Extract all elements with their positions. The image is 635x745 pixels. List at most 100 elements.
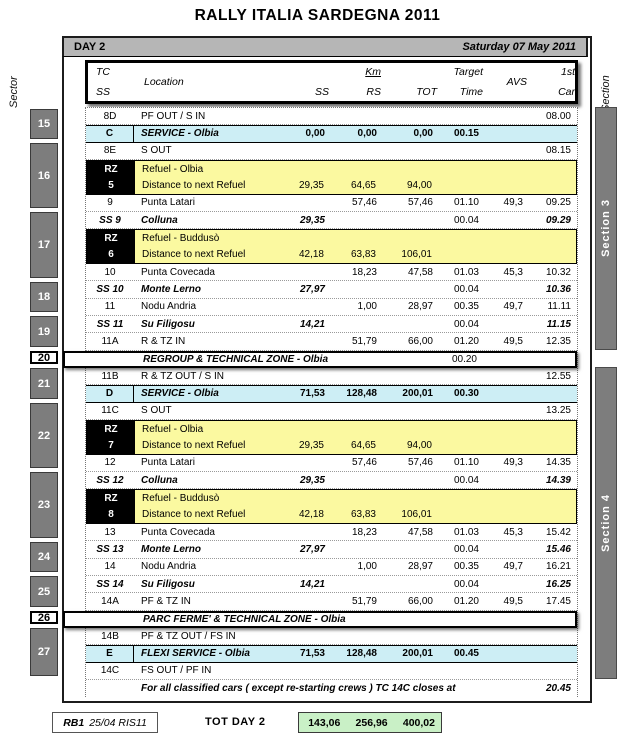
- date-label: Saturday 07 May 2011: [462, 41, 576, 53]
- cell-tot-km: 66,00: [407, 335, 433, 347]
- cell-rs-km: 51,79: [351, 335, 377, 347]
- cell-tot-km: 200,01: [402, 648, 433, 660]
- control-row: 11C S OUT 13.25: [86, 402, 577, 420]
- cell-first-car: 10.32: [545, 266, 571, 278]
- sector-box-26: 26: [30, 611, 58, 625]
- cell-location: FS OUT / PF IN: [141, 665, 212, 677]
- refuel-rz-label: RZ: [87, 490, 135, 507]
- cell-first-car: 10.36: [545, 283, 571, 295]
- header-tot: TOT: [381, 63, 437, 101]
- service-row: E FLEXI SERVICE - Olbia 71,53 128,48 200,01 0…: [86, 645, 577, 663]
- cell-tc: C: [86, 126, 134, 142]
- cell-target-time: 01.20: [453, 595, 479, 607]
- refuel-distance-label: Distance to next Refuel: [142, 439, 246, 451]
- cell-ss-km: 42,18: [298, 509, 324, 521]
- sector-box-19: 19: [30, 316, 58, 348]
- refuel-zone-number: 6: [87, 246, 135, 263]
- refuel-distance-label: Distance to next Refuel: [142, 249, 246, 261]
- cell-tc: 14: [104, 561, 116, 573]
- cell-rs-km: 51,79: [351, 595, 377, 607]
- cell-first-car: 14.35: [545, 457, 571, 469]
- cell-rs-km: 63,83: [350, 249, 376, 261]
- control-row: 14 Nodu Andria 1,00 28,97 00.35 49,7 16.21: [86, 558, 577, 576]
- refuel-row: RZ Refuel - Buddusò: [86, 489, 577, 507]
- control-row: 12 Punta Latari 57,46 57,46 01.10 49,3 14.35: [86, 454, 577, 472]
- cell-first-car: 09.29: [545, 214, 571, 226]
- cell-tc: 11: [104, 301, 116, 313]
- control-row: 14A PF & TZ IN 51,79 66,00 01.20 49,5 17.45: [86, 593, 577, 611]
- refuel-rz-label: RZ: [87, 230, 135, 247]
- header-km-label: Km: [365, 66, 381, 78]
- header-location-label: Location: [144, 76, 184, 88]
- itinerary-rows: 8D PF OUT / S IN 08.00 C SERVICE - Olbia 0,00…: [63, 107, 578, 698]
- cell-rs-km: 57,46: [351, 457, 377, 469]
- refuel-row: 5 Distance to next Refuel 29,35 64,65 94,00: [86, 177, 577, 195]
- cell-location: S OUT: [141, 145, 172, 157]
- cell-first-car: 08.15: [545, 145, 571, 157]
- header-tc-ss: TC SS: [88, 63, 144, 101]
- cell-tot-km: 57,46: [407, 197, 433, 209]
- cell-avs: 45,3: [503, 526, 523, 538]
- cell-tot-km: 66,00: [407, 595, 433, 607]
- cell-avs: 49,7: [503, 561, 523, 573]
- refuel-zone-number: 5: [87, 177, 135, 194]
- cell-tot-km: 94,00: [406, 439, 432, 451]
- cell-tc: 11A: [101, 335, 119, 347]
- cell-tc: 8E: [103, 145, 117, 157]
- control-row: 11A R & TZ IN 51,79 66,00 01.20 49,5 12.35: [86, 333, 577, 351]
- cell-rs-km: 18,23: [351, 526, 377, 538]
- cell-first-car: 09.25: [545, 197, 571, 209]
- cell-target-time: 00.04: [453, 318, 479, 330]
- cell-rs-km: 57,46: [351, 197, 377, 209]
- cell-tot-km: 0,00: [413, 128, 433, 140]
- cell-tc: 12: [104, 457, 116, 469]
- cell-ss-km: 29,35: [298, 179, 324, 191]
- cell-target-time: 00.45: [453, 648, 479, 660]
- cell-location: Su Filigosu: [141, 318, 195, 330]
- cell-tc: 14A: [101, 595, 119, 607]
- cell-tc: 11C: [101, 405, 119, 417]
- header-target-time: Target Time: [437, 63, 483, 101]
- cell-tot-km: 106,01: [401, 509, 432, 521]
- cell-tc: SS 10: [96, 283, 124, 295]
- cell-tot-km: 28,97: [407, 301, 433, 313]
- tot-day-label: TOT DAY 2: [205, 716, 266, 728]
- page-title: RALLY ITALIA SARDEGNA 2011: [194, 7, 441, 24]
- cell-ss-km: 29,35: [299, 214, 325, 226]
- service-row: D SERVICE - Olbia 71,53 128,48 200,01 00.30: [86, 385, 577, 403]
- doc-ref-text: 25/04 RIS11: [89, 716, 147, 729]
- zone-row: PARC FERME' & TECHNICAL ZONE - Olbia: [63, 610, 577, 628]
- cell-ss-km: 71,53: [299, 388, 325, 400]
- header-rs-label: RS: [366, 86, 381, 98]
- control-row: 8E S OUT 08.15: [86, 142, 577, 160]
- cell-location: Nodu Andria: [141, 561, 197, 573]
- refuel-distance-label: Distance to next Refuel: [142, 179, 246, 191]
- stage-row: SS 14 Su Filigosu 14,21 00.04 16.25: [86, 575, 577, 594]
- cell-location: SERVICE - Olbia: [141, 388, 219, 400]
- sector-box-17: 17: [30, 212, 58, 278]
- cell-avs: 49,7: [503, 301, 523, 313]
- tot-rs-km: 256,96: [355, 716, 388, 729]
- sector-box-25: 25: [30, 576, 58, 608]
- cell-tc: 9: [107, 197, 113, 209]
- service-row: C SERVICE - Olbia 0,00 0,00 0,00 00.15: [86, 125, 577, 143]
- cell-target-time: 01.20: [453, 335, 479, 347]
- cell-target-time: 00.04: [453, 214, 479, 226]
- cell-location: R & TZ OUT / S IN: [141, 370, 224, 382]
- cell-target-time: 00.35: [453, 561, 479, 573]
- sector-box-15: 15: [30, 108, 58, 140]
- cell-rs-km: 128,48: [346, 648, 377, 660]
- cell-first-car: 12.55: [545, 370, 571, 382]
- cell-avs: 49,3: [503, 197, 523, 209]
- zone-row: REGROUP & TECHNICAL ZONE - Olbia 00.20: [63, 350, 577, 368]
- cell-rs-km: 0,00: [357, 128, 377, 140]
- cell-tc: 14C: [100, 665, 120, 677]
- cell-ss-km: 29,35: [298, 439, 324, 451]
- cell-rs-km: 63,83: [350, 509, 376, 521]
- cell-target-time: 01.03: [453, 526, 479, 538]
- cell-ss-km: 42,18: [298, 249, 324, 261]
- cell-ss-km: 14,21: [299, 578, 325, 590]
- cell-tot-km: 47,58: [407, 266, 433, 278]
- cell-tot-km: 47,58: [407, 526, 433, 538]
